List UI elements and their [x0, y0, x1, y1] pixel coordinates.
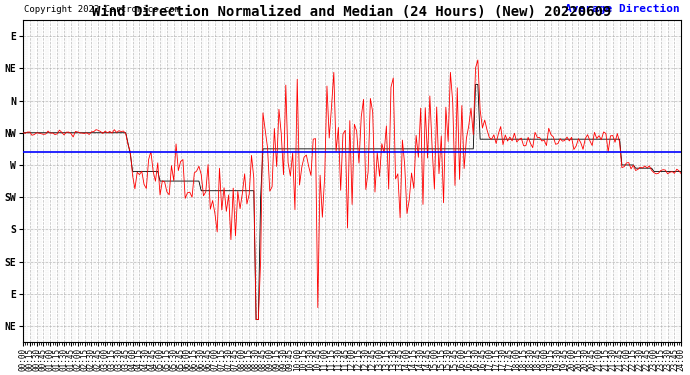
Text: Copyright 2022 Cartronics.com: Copyright 2022 Cartronics.com [24, 4, 180, 13]
Text: Average Direction: Average Direction [565, 3, 680, 13]
Title: Wind Direction Normalized and Median (24 Hours) (New) 20220609: Wind Direction Normalized and Median (24… [92, 5, 612, 19]
